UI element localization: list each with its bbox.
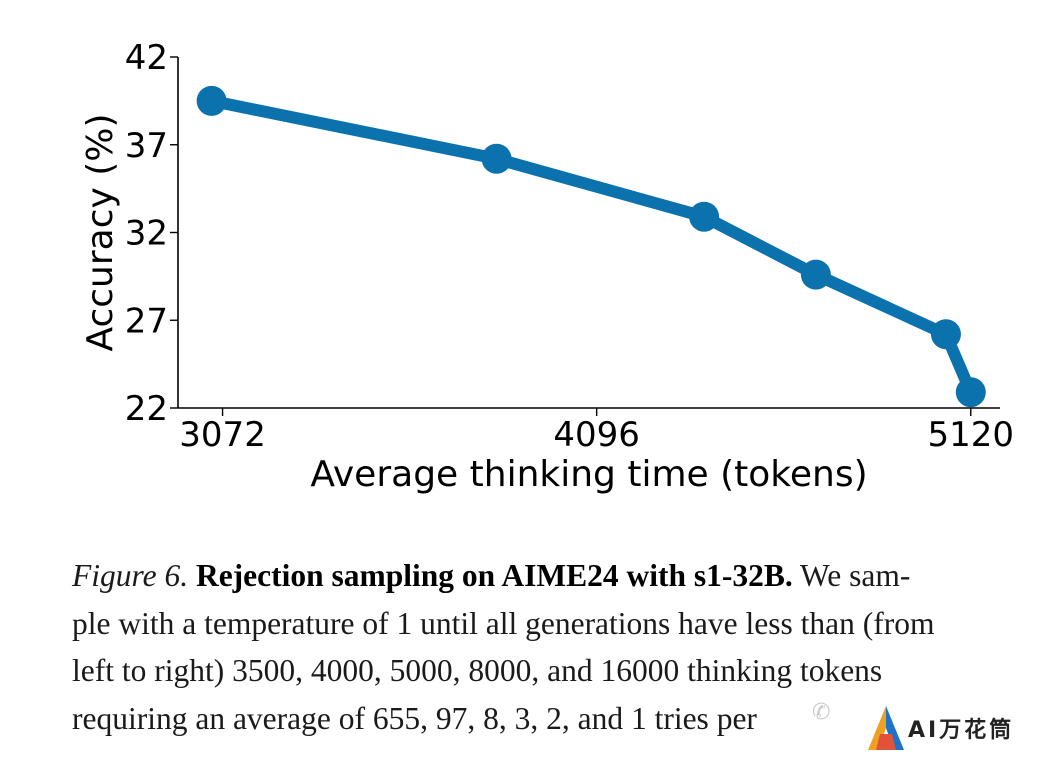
x-tick-label: 3072 (179, 415, 266, 455)
series-line (205, 94, 977, 399)
y-tick-label: 42 (125, 38, 168, 78)
x-ticks: 3072 4096 5120 (179, 408, 1014, 455)
caption-line-4: requiring an average of 655, 97, 8, 3, 2… (72, 700, 757, 736)
x-tick-label: 5120 (928, 415, 1015, 455)
x-tick-label: 4096 (553, 415, 640, 455)
data-point (955, 377, 986, 408)
chart-axes (177, 57, 1000, 409)
data-point (196, 85, 227, 116)
caption-line-1: Figure 6. Rejection sampling on AIME24 w… (72, 552, 1017, 600)
watermark-logo (868, 706, 904, 750)
y-ticks: 22 27 32 37 42 (125, 38, 178, 429)
y-tick-label: 32 (125, 214, 168, 254)
data-point (689, 201, 720, 232)
watermark-overlay (800, 695, 1045, 757)
chart: 22 27 32 37 42 3072 4096 5120 Accuracy (%) Ave… (80, 38, 1014, 495)
data-point (800, 259, 831, 290)
data-point (930, 319, 961, 350)
data-point (481, 143, 512, 174)
y-tick-label: 37 (125, 126, 168, 166)
y-axis-label: Accuracy (%) (80, 113, 121, 351)
x-axis-label: Average thinking time (tokens) (310, 454, 867, 495)
caption-line-3: left to right) 3500, 4000, 5000, 8000, a… (72, 653, 883, 688)
y-tick-label: 27 (125, 301, 168, 341)
chart-series (196, 85, 986, 408)
figure-title: Rejection sampling on AIME24 with s1-32B… (195, 558, 793, 593)
caption-line-2: ple with a temperature of 1 until all ge… (72, 605, 935, 641)
caption-line1-rest: We sam- (800, 558, 911, 593)
y-tick-label: 22 (125, 389, 168, 429)
figure-label: Figure 6. (72, 558, 189, 593)
wechat-icon: ✆ (812, 700, 831, 725)
watermark-text: AI万花筒 (908, 718, 1015, 743)
figure-caption: Figure 6. Rejection sampling on AIME24 w… (72, 552, 1017, 742)
